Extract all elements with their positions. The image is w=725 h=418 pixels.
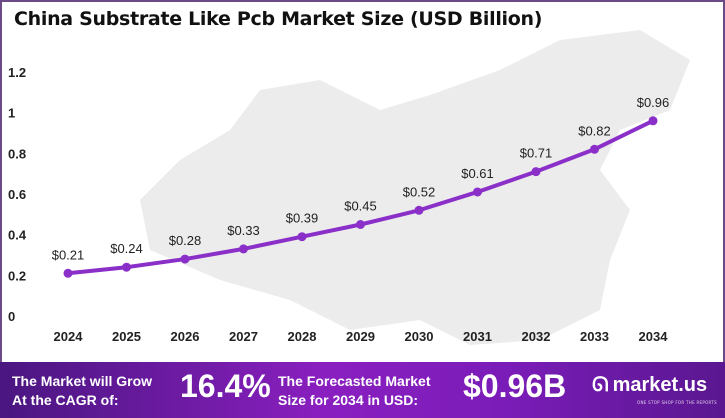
x-tick-label: 2024 <box>54 329 84 344</box>
data-point <box>414 205 424 215</box>
data-point <box>122 262 131 272</box>
forecast-label: The Forecasted Market Size for 2034 in US… <box>278 373 431 408</box>
x-tick-label: 2034 <box>639 329 669 344</box>
x-tick-label: 2028 <box>288 329 317 344</box>
y-tick-label: 0.6 <box>8 187 26 202</box>
forecast-value: $0.96B <box>463 368 567 404</box>
y-tick-label: 1 <box>8 106 15 121</box>
data-label: $0.61 <box>461 166 494 181</box>
data-point <box>356 220 365 229</box>
brand-tagline: ONE STOP SHOP FOR THE REPORTS <box>637 400 717 405</box>
summary-banner: The Market will Grow At the CAGR of: 16.4… <box>0 362 725 418</box>
data-label: $0.21 <box>52 247 85 262</box>
data-point <box>590 144 599 154</box>
line-chart: 0 0.2 0.4 0.6 0.8 1 1.2 2024 2025 2026 2027 2028 202… <box>8 30 690 345</box>
data-label: $0.52 <box>403 184 436 199</box>
data-label: $0.71 <box>520 146 553 161</box>
y-tick-label: 0 <box>8 309 15 324</box>
data-point <box>63 268 73 278</box>
data-point <box>531 167 541 177</box>
data-point <box>239 244 248 254</box>
y-tick-label: 1.2 <box>8 65 26 80</box>
data-label: $0.96 <box>637 95 670 110</box>
chart-title: China Substrate Like Pcb Market Size (US… <box>14 8 543 30</box>
x-tick-label: 2030 <box>405 329 434 344</box>
cagr-label: The Market will Grow At the CAGR of: <box>12 373 153 408</box>
x-tick-label: 2032 <box>522 329 551 344</box>
logo-icon: ᘏ <box>592 374 609 396</box>
data-label: $0.82 <box>578 123 611 138</box>
brand-logo: ᘏ market.us <box>592 374 708 396</box>
y-tick-label: 0.2 <box>8 268 26 283</box>
data-point <box>473 187 482 197</box>
data-label: $0.28 <box>169 233 202 248</box>
x-tick-label: 2031 <box>463 329 492 344</box>
data-point <box>648 116 658 126</box>
data-label: $0.33 <box>227 223 260 238</box>
china-map-watermark <box>140 30 690 345</box>
x-tick-label: 2029 <box>346 329 375 344</box>
cagr-value: 16.4% <box>180 368 271 404</box>
x-tick-label: 2025 <box>112 329 141 344</box>
data-point <box>180 254 190 264</box>
x-tick-label: 2027 <box>229 329 258 344</box>
x-tick-label: 2033 <box>580 329 609 344</box>
y-tick-label: 0.4 <box>8 228 27 243</box>
data-label: $0.45 <box>344 199 377 214</box>
data-label: $0.24 <box>110 241 143 256</box>
x-tick-label: 2026 <box>171 329 200 344</box>
y-tick-label: 0.8 <box>8 146 26 161</box>
data-label: $0.39 <box>286 211 319 226</box>
data-point <box>297 232 307 242</box>
